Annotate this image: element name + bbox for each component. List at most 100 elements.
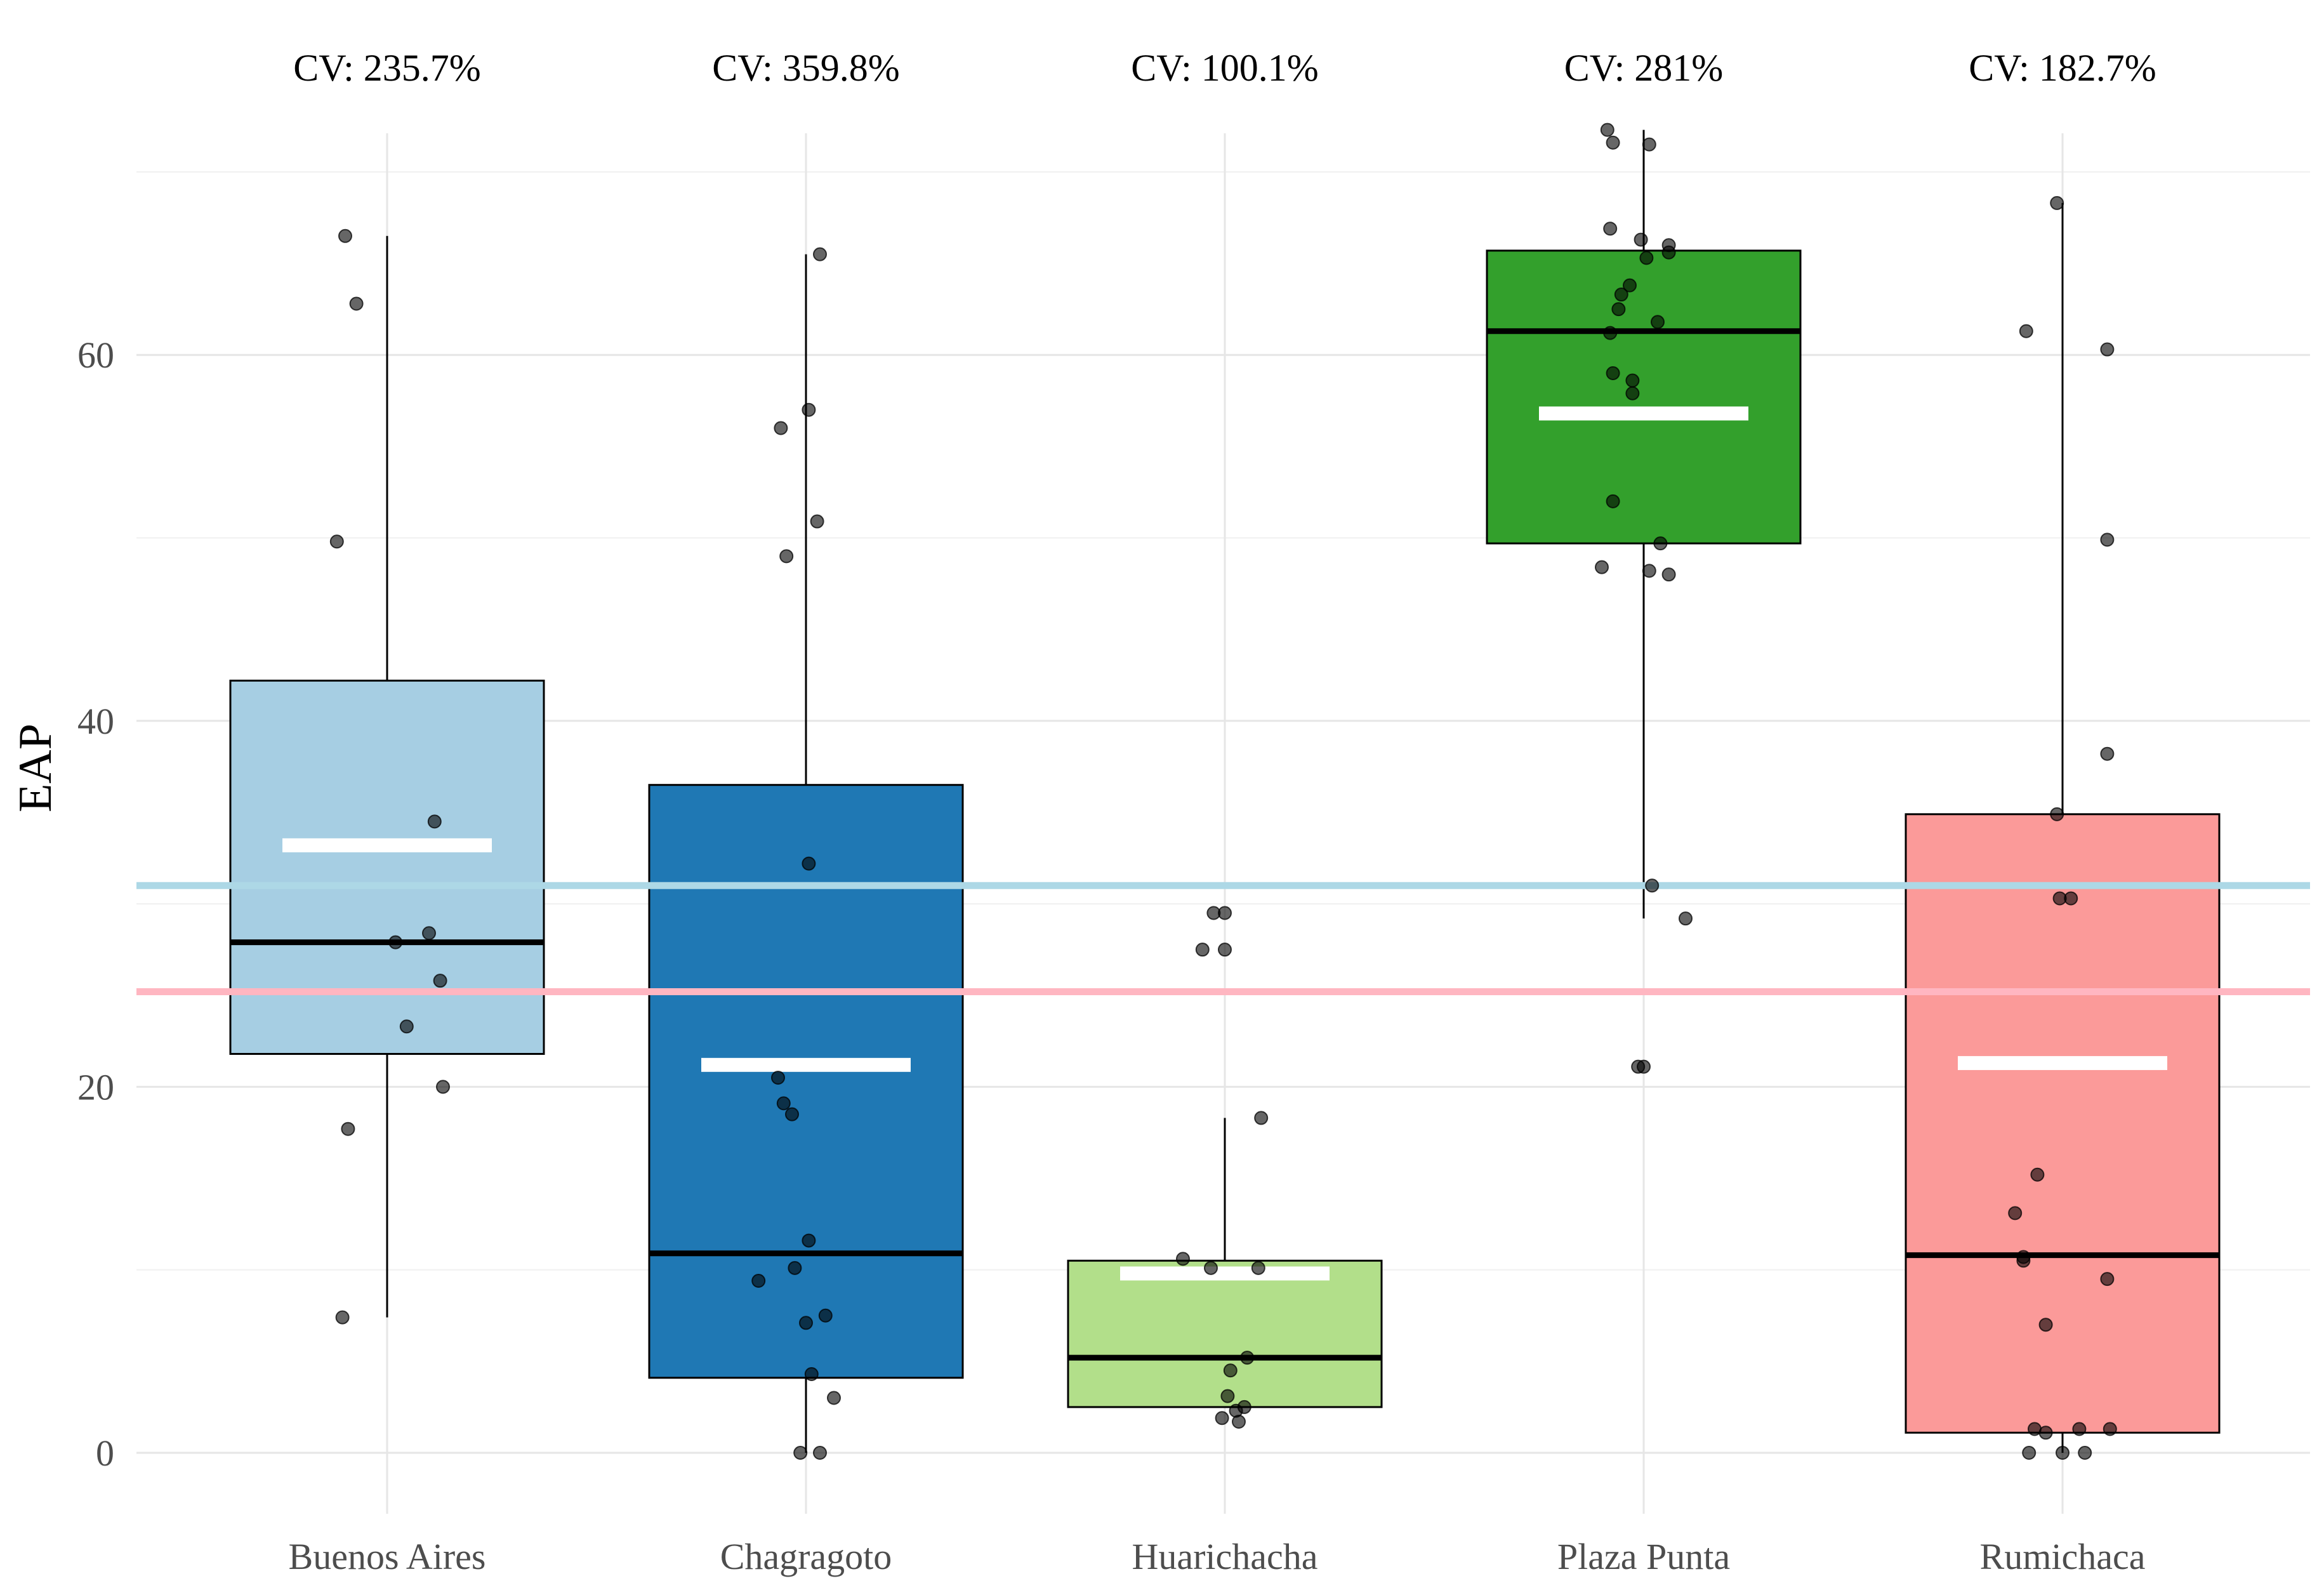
data-point [1223, 1363, 1238, 1378]
data-point [1645, 878, 1660, 893]
data-point [2100, 533, 2115, 547]
data-point [2100, 342, 2115, 357]
data-point [329, 534, 344, 549]
y-axis-title: EAP [10, 724, 62, 812]
data-point [1218, 943, 1232, 957]
y-tick-label: 40 [77, 701, 114, 742]
data-point [2016, 1254, 2031, 1268]
data-point [802, 1233, 816, 1248]
data-point [1595, 560, 1609, 574]
data-point [2078, 1446, 2092, 1460]
x-tick-label: Buenos Aires [289, 1536, 486, 1577]
mean-bar [282, 838, 492, 852]
x-tick-label: Huarichacha [1132, 1536, 1317, 1577]
box [229, 679, 545, 1055]
data-point [1220, 1389, 1235, 1403]
data-point [433, 974, 447, 988]
data-point [2022, 1446, 2037, 1460]
data-point [2103, 1422, 2117, 1436]
data-point [1232, 1414, 1246, 1429]
data-point [1600, 122, 1614, 137]
x-tick-label: Rumichaca [1980, 1536, 2146, 1577]
data-point [1204, 1260, 1218, 1275]
data-point [1215, 1411, 1229, 1426]
data-point [802, 856, 816, 871]
data-point [793, 1446, 808, 1460]
data-point [1637, 1059, 1651, 1074]
boxplot-group [1905, 202, 2221, 1453]
data-point [388, 935, 403, 949]
box [648, 784, 964, 1379]
data-point [2100, 746, 2115, 761]
x-tick-label: Chagragoto [720, 1536, 892, 1577]
data-point [2064, 891, 2078, 906]
data-point [341, 1122, 355, 1136]
reference-lines [136, 882, 2310, 995]
data-point [1642, 564, 1656, 578]
data-point [776, 1096, 791, 1111]
data-point [2019, 324, 2033, 338]
data-point [1661, 567, 1676, 582]
boxplot-group [1067, 1118, 1383, 1408]
data-point [802, 402, 816, 417]
data-point [788, 1260, 802, 1275]
data-point [1625, 386, 1640, 400]
data-point [1653, 536, 1668, 551]
data-point [399, 1019, 414, 1034]
data-points [329, 122, 2117, 1460]
y-axis-ticks: 0 20 40 60 [77, 334, 114, 1474]
data-point [810, 514, 824, 529]
data-point [2050, 195, 2064, 210]
mean-bar [1539, 406, 1748, 421]
x-tick-label: Plaza Punta [1557, 1536, 1730, 1577]
box [1486, 249, 1802, 545]
data-point [771, 1070, 785, 1085]
data-point [1661, 245, 1676, 260]
y-tick-label: 20 [77, 1066, 114, 1108]
data-point [1606, 366, 1620, 381]
data-point [2056, 1446, 2070, 1460]
data-point [2038, 1318, 2053, 1332]
data-point [422, 926, 436, 941]
data-point [335, 1310, 350, 1325]
box [1905, 813, 2221, 1434]
data-point [1251, 1260, 1265, 1275]
data-point [1634, 232, 1648, 247]
cv-label: CV: 359.8% [712, 47, 900, 89]
data-point [1603, 326, 1618, 340]
data-point [1176, 1252, 1190, 1266]
data-point [1237, 1399, 1251, 1414]
data-point [799, 1316, 813, 1330]
data-point [1240, 1351, 1255, 1365]
boxplot-group [1486, 129, 1802, 919]
cv-label: CV: 100.1% [1131, 47, 1319, 89]
box [1067, 1259, 1383, 1408]
data-point [1679, 911, 1693, 926]
boxplot-group [648, 254, 964, 1453]
data-point [2030, 1167, 2045, 1182]
data-point [427, 814, 442, 829]
data-point [813, 247, 827, 261]
data-point [2038, 1426, 2053, 1440]
boxplot-group [229, 235, 545, 1318]
data-point [1603, 222, 1618, 236]
x-axis-ticks: Buenos Aires Chagragoto Huarichacha Plaza P… [289, 1536, 2146, 1577]
data-point [751, 1273, 766, 1288]
data-point [1195, 943, 1210, 957]
data-point [1606, 494, 1620, 508]
data-point [338, 228, 352, 243]
data-point [774, 421, 788, 435]
data-point [1606, 135, 1620, 150]
data-point [1218, 906, 1232, 920]
data-point [827, 1391, 841, 1405]
data-point [1611, 302, 1626, 317]
data-point [436, 1080, 450, 1094]
cv-labels: CV: 235.7% CV: 359.8% CV: 100.1% CV: 281% CV… [293, 47, 2156, 89]
y-tick-label: 60 [77, 334, 114, 376]
data-point [1614, 288, 1628, 302]
mean-bar [1120, 1266, 1330, 1281]
data-point [1639, 251, 1654, 265]
data-point [1254, 1111, 1269, 1125]
data-point [1623, 278, 1637, 293]
